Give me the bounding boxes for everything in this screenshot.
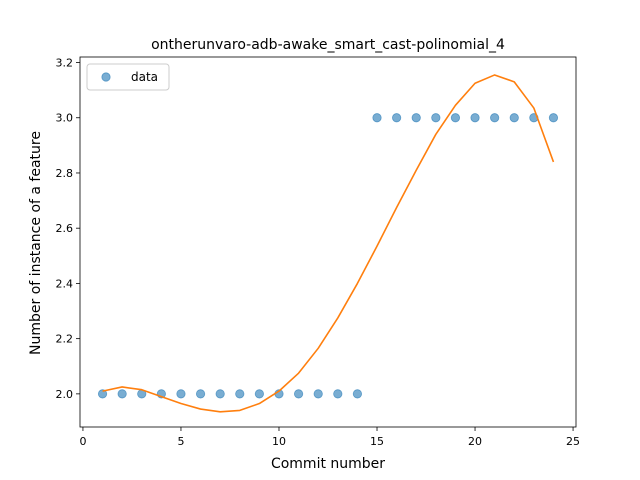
x-tick-label: 5 [177, 435, 184, 448]
y-tick-label: 2.0 [56, 388, 74, 401]
x-tick-label: 0 [79, 435, 86, 448]
data-point [215, 389, 225, 399]
x-tick-label: 15 [370, 435, 384, 448]
plot-area: 0 5 10 15 20 25 2.0 2.2 2.4 2.6 2.8 3.0 3.2 [56, 57, 581, 448]
data-point [431, 113, 441, 123]
data-point [372, 113, 382, 123]
y-tick-label: 2.4 [56, 277, 74, 290]
y-tick-label: 2.8 [56, 167, 74, 180]
axes-frame [79, 56, 577, 428]
data-point [176, 389, 186, 399]
data-point [235, 389, 245, 399]
data-point [392, 113, 402, 123]
data-point [450, 113, 461, 123]
data-point [195, 389, 206, 399]
data-point [548, 113, 559, 123]
y-tick-label: 3.0 [56, 112, 74, 125]
data-point [470, 113, 480, 123]
x-tick-label: 25 [566, 435, 580, 448]
data-point [97, 389, 108, 399]
data-point [411, 113, 421, 123]
chart-title: ontherunvaro-adb-awake_smart_cast-polino… [151, 37, 505, 53]
x-tick-label: 20 [468, 435, 482, 448]
legend: data [86, 63, 170, 91]
y-axis-label: Number of instance of a feature [28, 131, 44, 355]
x-axis-label: Commit number [271, 456, 385, 472]
data-point [313, 389, 323, 399]
y-tick-label: 2.6 [56, 222, 74, 235]
series-line-fit [102, 74, 555, 413]
data-point [333, 389, 343, 399]
data-point [509, 113, 519, 123]
data-point [293, 389, 304, 399]
legend-box [86, 63, 170, 91]
y-tick-label: 2.2 [56, 333, 74, 346]
y-tick-label: 3.2 [56, 57, 74, 70]
legend-label: data [131, 70, 158, 84]
data-point [352, 389, 363, 399]
data-point [117, 389, 127, 399]
data-point [490, 113, 500, 123]
x-tick-label: 10 [272, 435, 286, 448]
legend-marker [101, 72, 111, 82]
data-point [254, 389, 264, 399]
